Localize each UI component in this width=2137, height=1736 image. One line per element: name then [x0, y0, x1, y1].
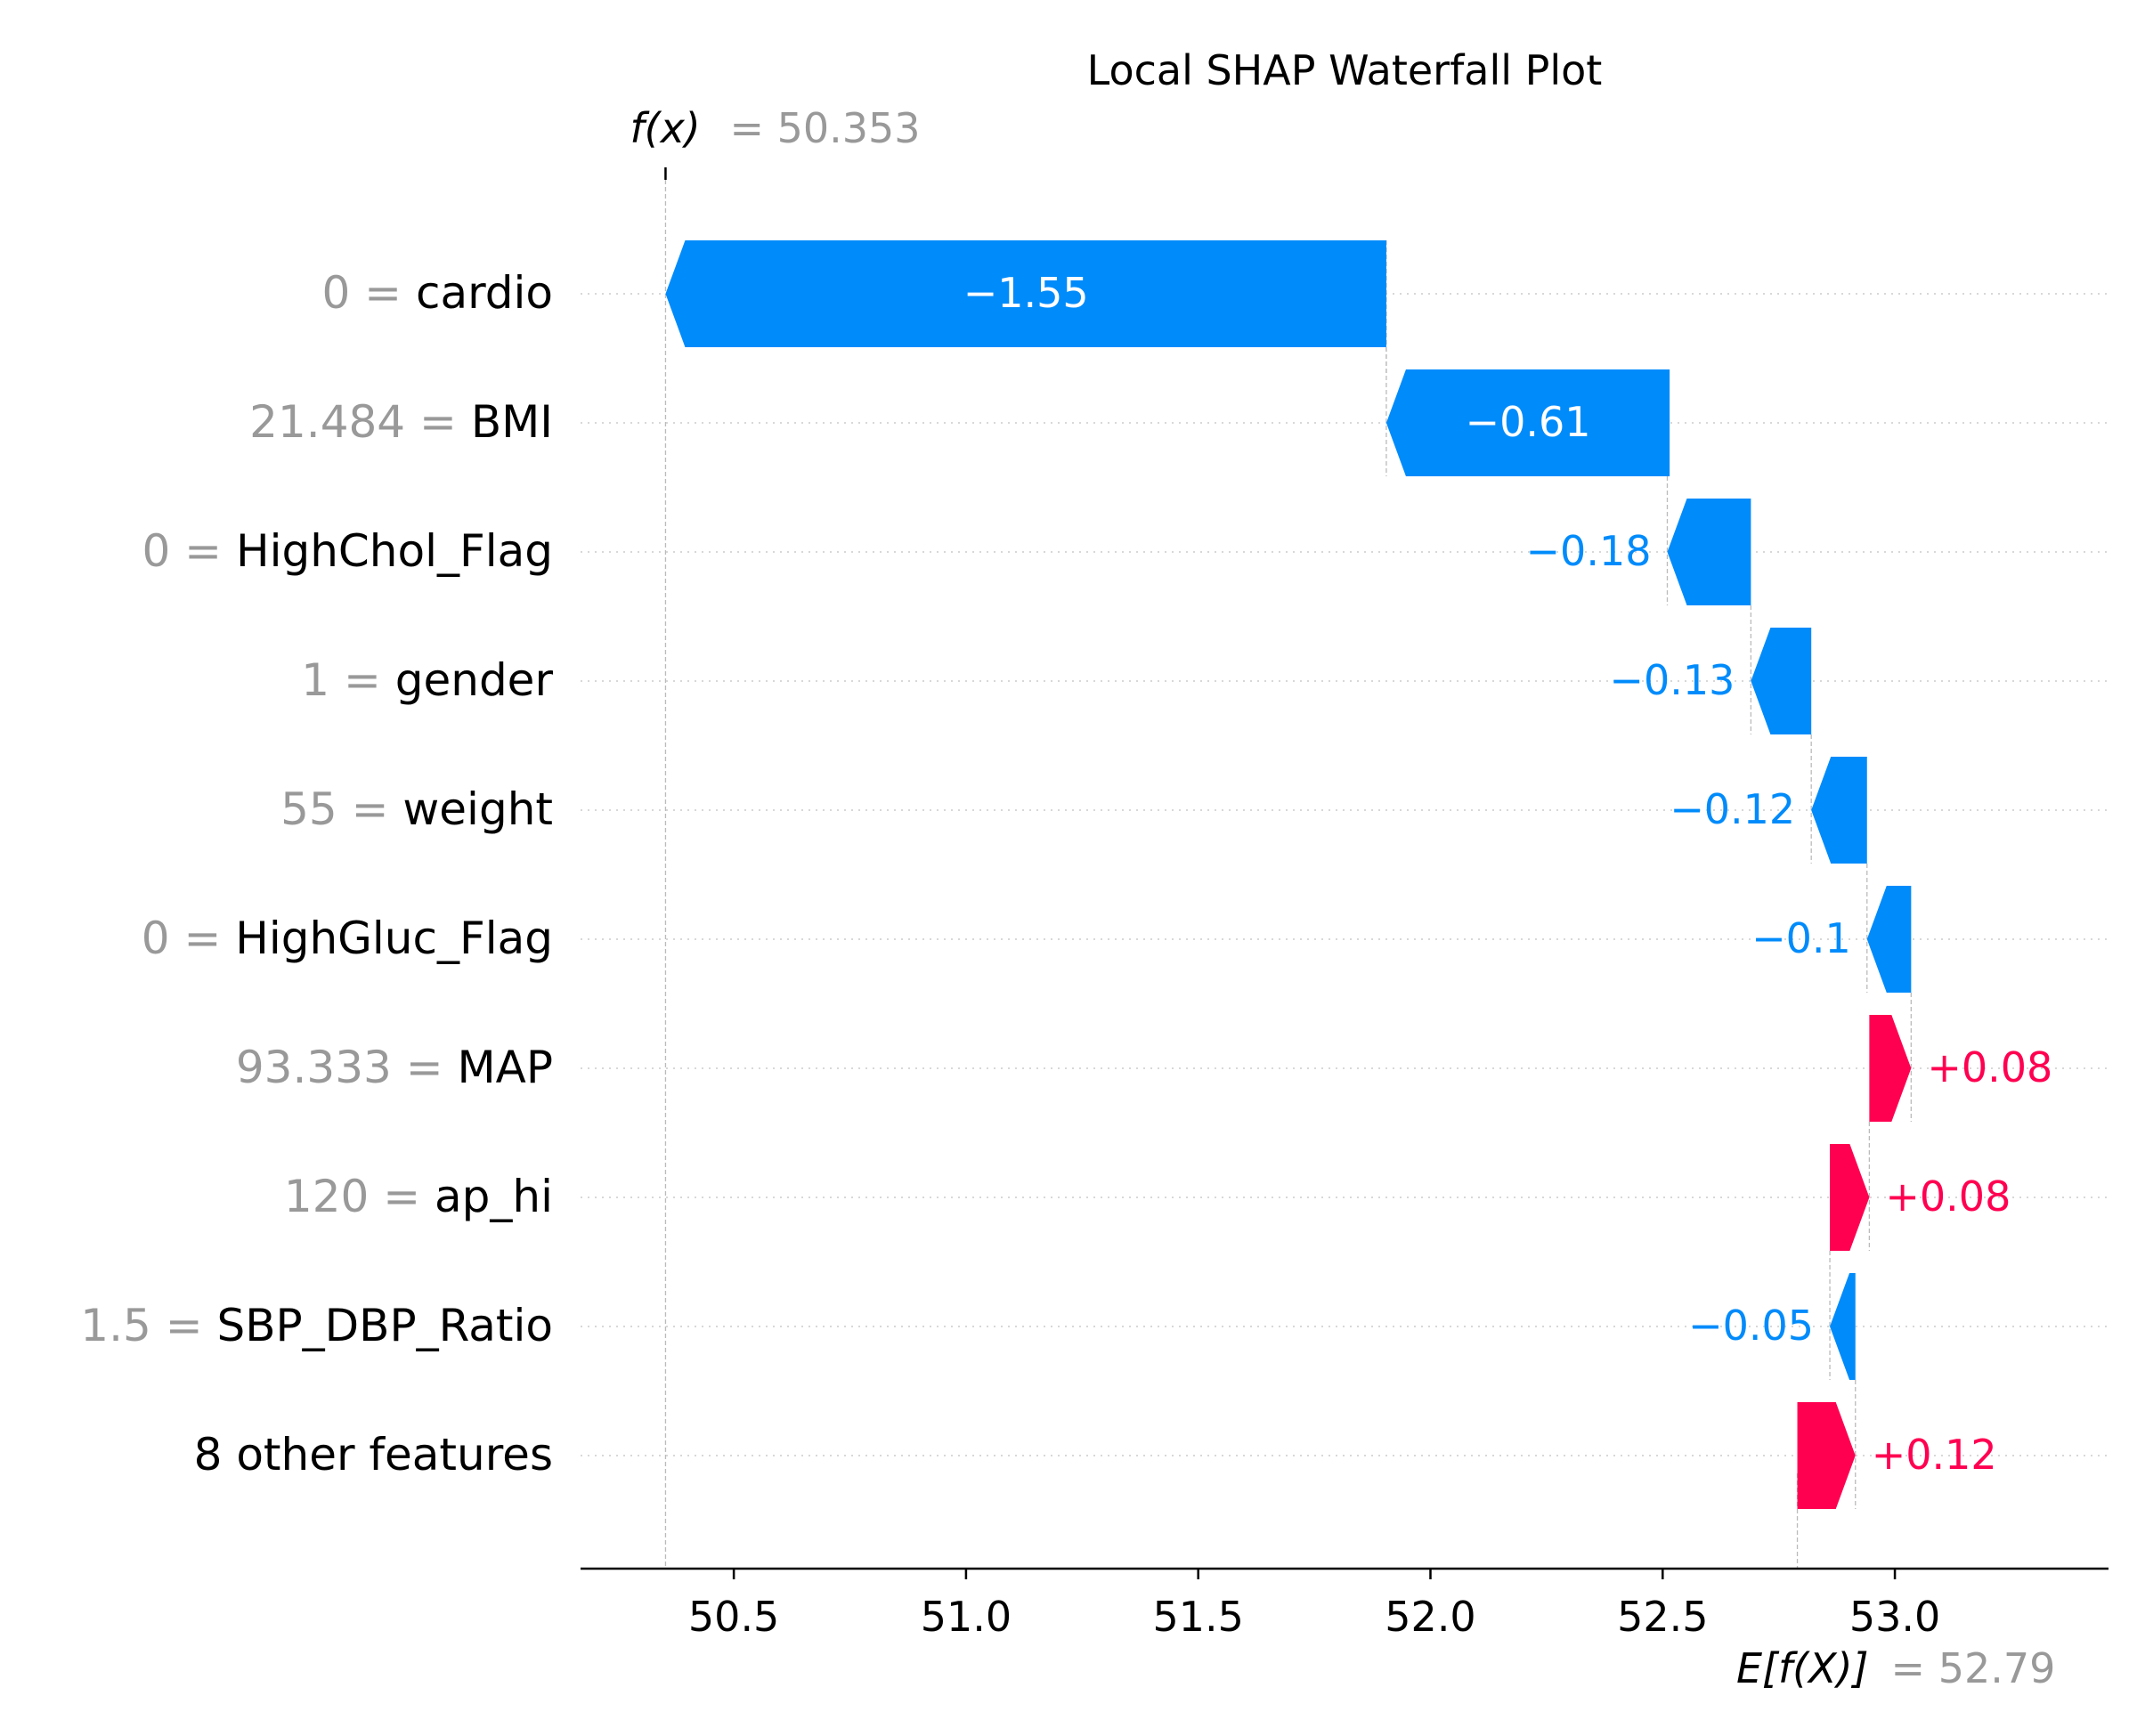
- bar-value-label: −0.05: [1688, 1302, 1814, 1350]
- feature-label: 1.5 = SBP_DBP_Ratio: [80, 1300, 553, 1351]
- feature-labels: 0 = cardio 21.484 = BMI 0 = HighChol_Flag 1…: [80, 267, 553, 1480]
- bar-value-label: −0.1: [1751, 914, 1851, 962]
- feature-label: 120 = ap_hi: [284, 1171, 553, 1222]
- reference-lines: f(x) = 50.353 E[f(X)] = 52.79: [630, 104, 2055, 1692]
- bar: [1830, 1273, 1856, 1380]
- bar-value-label: +0.08: [1927, 1043, 2052, 1091]
- x-tick-label: 52.0: [1385, 1593, 1475, 1641]
- x-tick-label: 53.0: [1849, 1593, 1940, 1641]
- fx-value: = 50.353: [729, 104, 920, 152]
- bar: [1797, 1402, 1856, 1509]
- bar: [1869, 1015, 1912, 1122]
- x-tick-label: 50.5: [688, 1593, 779, 1641]
- x-tick-label: 51.0: [921, 1593, 1012, 1641]
- feature-label: 93.333 = MAP: [236, 1042, 553, 1093]
- base-value: = 52.79: [1891, 1644, 2056, 1692]
- feature-label: 21.484 = BMI: [249, 396, 553, 448]
- chart-title: Local SHAP Waterfall Plot: [1087, 46, 1603, 94]
- bar: [1830, 1144, 1870, 1251]
- bar-value-label: +0.08: [1885, 1172, 2011, 1221]
- feature-label: 8 other features: [194, 1429, 553, 1480]
- grid-lines: [581, 293, 2109, 1456]
- feature-label: 0 = HighGluc_Flag: [142, 913, 553, 964]
- bar-value-label: −0.61: [1466, 398, 1591, 446]
- x-axis: 50.5 51.0 51.5 52.0 52.5 53.0: [581, 1567, 2109, 1641]
- bar: [1866, 886, 1912, 993]
- bar-value-label: −1.55: [963, 269, 1089, 317]
- bar: [1385, 369, 1670, 476]
- x-tick-label: 52.5: [1617, 1593, 1708, 1641]
- bar: [1811, 757, 1867, 864]
- bar: [1667, 499, 1751, 605]
- bar-value-label: −0.12: [1670, 785, 1795, 833]
- x-tick-label: 51.5: [1152, 1593, 1243, 1641]
- feature-label: 55 = weight: [280, 783, 553, 835]
- base-label: E[f(X)]: [1736, 1644, 1869, 1692]
- feature-label: 0 = cardio: [321, 267, 553, 319]
- bars: −1.55 −0.61 −0.18 −0.13 −0.12 −0.1 +0.08 +0.08 −…: [665, 240, 2052, 1509]
- bar: [665, 240, 1386, 347]
- bar-value-label: −0.18: [1526, 527, 1652, 575]
- feature-label: 0 = HighChol_Flag: [142, 525, 553, 577]
- bar-value-label: +0.12: [1872, 1431, 1997, 1479]
- bar-value-label: −0.13: [1609, 656, 1735, 704]
- bar: [1751, 628, 1812, 734]
- feature-label: 1 = gender: [301, 654, 553, 706]
- fx-label: f(x): [630, 104, 700, 152]
